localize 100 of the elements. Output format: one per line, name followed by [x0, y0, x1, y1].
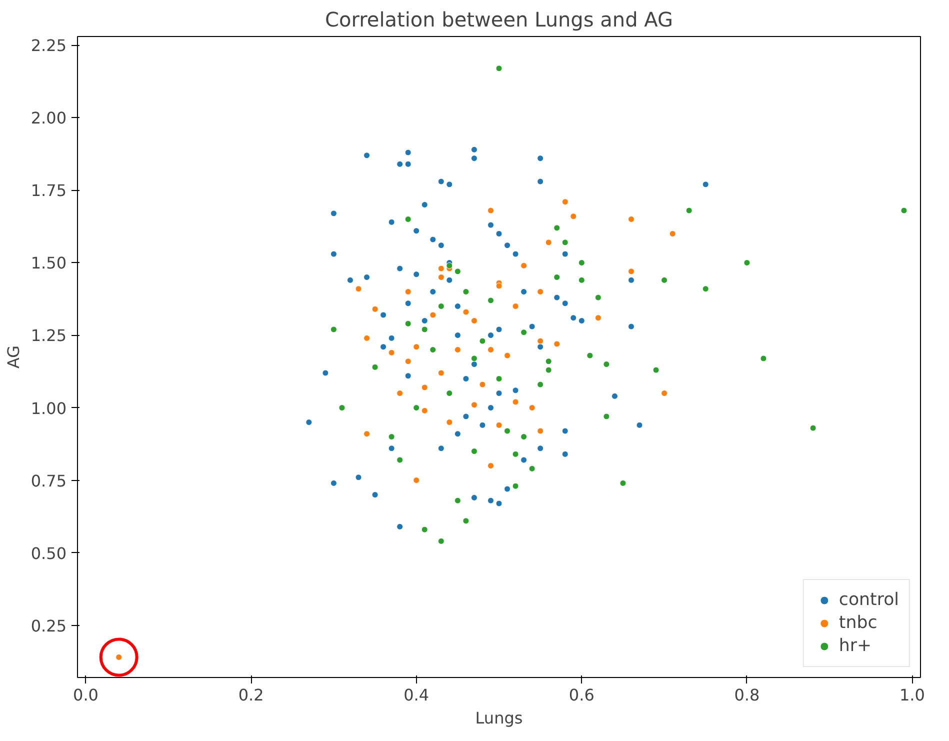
point	[512, 303, 519, 310]
point	[487, 462, 494, 470]
point	[462, 308, 470, 316]
point	[669, 230, 676, 237]
point	[545, 366, 552, 374]
point	[702, 286, 709, 292]
legend-label: control	[838, 590, 899, 610]
point	[454, 497, 461, 504]
point	[578, 276, 585, 284]
point	[479, 338, 486, 344]
point	[479, 381, 486, 388]
point	[570, 213, 577, 220]
point	[628, 268, 634, 275]
point	[554, 340, 560, 348]
point	[470, 318, 478, 324]
point	[470, 448, 478, 455]
point	[372, 364, 378, 370]
point	[620, 480, 626, 486]
point	[528, 404, 536, 411]
y-tick-label: 2.00	[30, 108, 66, 128]
point	[404, 358, 412, 365]
point	[355, 286, 362, 292]
point	[554, 274, 560, 280]
point	[744, 259, 750, 266]
y-tick-label: 0.75	[30, 471, 66, 490]
point	[537, 428, 544, 434]
point	[537, 288, 544, 295]
point	[388, 434, 395, 440]
point	[545, 239, 552, 246]
point	[504, 352, 511, 359]
chart-title: Correlation between Lungs and AG	[325, 8, 673, 32]
point	[628, 216, 634, 222]
point	[462, 288, 470, 295]
point	[487, 207, 494, 214]
point	[487, 297, 494, 304]
point	[594, 294, 602, 301]
point	[760, 355, 767, 362]
point	[496, 422, 502, 428]
point	[462, 518, 470, 524]
point	[496, 282, 502, 290]
point	[430, 346, 436, 353]
point	[652, 366, 660, 374]
point	[446, 390, 453, 396]
y-tick-label: 1.50	[30, 254, 66, 273]
legend-label: tnbc	[838, 613, 878, 633]
point	[372, 306, 378, 312]
point	[545, 358, 552, 365]
x-tick-label: 0.4	[404, 686, 430, 704]
point	[396, 456, 404, 464]
point	[496, 65, 502, 72]
point	[388, 349, 395, 356]
point	[520, 434, 528, 440]
point	[413, 477, 420, 484]
legend-label: hr+	[838, 636, 872, 656]
point	[470, 355, 478, 362]
point	[364, 430, 370, 438]
point	[810, 424, 816, 432]
point	[487, 346, 494, 353]
point	[603, 361, 610, 368]
point	[421, 526, 428, 533]
point	[594, 314, 602, 322]
point	[900, 207, 908, 214]
point	[430, 312, 436, 318]
point	[404, 216, 412, 222]
point	[454, 268, 461, 275]
point	[562, 198, 568, 206]
point	[421, 326, 428, 333]
point	[603, 413, 610, 420]
y-tick-label: 2.25	[30, 36, 66, 56]
point	[446, 262, 453, 269]
point	[661, 276, 668, 284]
y-tick-label: 0.50	[30, 544, 66, 563]
point	[661, 390, 668, 396]
point	[470, 402, 478, 408]
point	[586, 352, 594, 359]
y-tick-label: 1.00	[30, 398, 66, 418]
x-tick-label: 0.2	[238, 686, 264, 704]
point	[554, 224, 560, 232]
point	[438, 274, 444, 280]
point	[413, 404, 420, 411]
point	[396, 390, 404, 396]
point	[520, 329, 528, 336]
y-tick-label: 0.25	[30, 616, 66, 636]
point	[512, 450, 519, 458]
y-tick-label: 1.25	[30, 326, 66, 346]
point	[438, 265, 444, 272]
x-axis-title: Lungs	[475, 708, 523, 728]
point	[404, 320, 412, 327]
y-tick-label: 1.75	[30, 181, 66, 200]
x-tick-label: 1.0	[900, 686, 925, 704]
point	[438, 370, 444, 376]
point	[504, 428, 511, 434]
point	[578, 259, 585, 266]
point	[537, 338, 544, 344]
x-tick-label: 0.8	[734, 686, 760, 704]
point	[413, 344, 420, 350]
point	[438, 538, 444, 544]
point	[421, 407, 428, 414]
x-tick-label: 0.6	[568, 686, 594, 704]
point	[496, 376, 502, 382]
